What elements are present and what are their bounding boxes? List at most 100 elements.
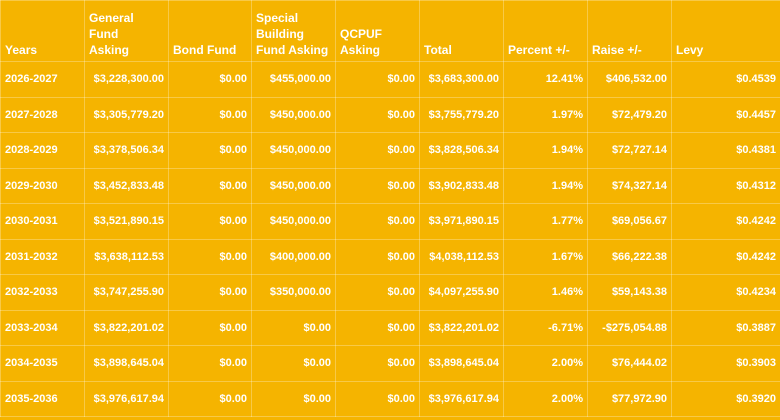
qcpuf-cell: $0.00 [335, 345, 420, 382]
year-cell: 2030-2031 [0, 203, 85, 240]
raise-cell: $72,479.20 [587, 96, 672, 133]
levy-cell: $0.3920 [671, 380, 780, 417]
raise-cell: $77,972.90 [587, 380, 672, 417]
table-row: 2029-2030 $3,452,833.48 $0.00 $450,000.00 $0… [0, 167, 780, 204]
qcpuf-cell: $0.00 [335, 274, 420, 311]
general-fund-cell: $3,898,645.04 [84, 345, 169, 382]
table-row: 2033-2034 $3,822,201.02 $0.00 $0.00 $0.00 $3,… [0, 309, 780, 346]
special-building-fund-cell: $450,000.00 [251, 167, 336, 204]
header-bond-fund: Bond Fund [168, 0, 252, 62]
table-row: 2032-2033 $3,747,255.90 $0.00 $350,000.00 $0… [0, 274, 780, 311]
special-building-fund-cell: $450,000.00 [251, 203, 336, 240]
header-special-building-fund-asking: Special Building Fund Asking [251, 0, 336, 62]
levy-cell: $0.4242 [671, 203, 780, 240]
levy-cell: $0.4234 [671, 274, 780, 311]
levy-cell: $0.4242 [671, 238, 780, 275]
raise-cell: $69,056.67 [587, 203, 672, 240]
bond-fund-cell: $0.00 [168, 167, 252, 204]
percent-cell: 2.00% [503, 380, 588, 417]
general-fund-cell: $3,747,255.90 [84, 274, 169, 311]
special-building-fund-cell: $455,000.00 [251, 61, 336, 98]
bond-fund-cell: $0.00 [168, 380, 252, 417]
year-cell: 2035-2036 [0, 380, 85, 417]
general-fund-cell: $3,228,300.00 [84, 61, 169, 98]
year-cell: 2026-2027 [0, 61, 85, 98]
bond-fund-cell: $0.00 [168, 274, 252, 311]
header-raise: Raise +/- [587, 0, 672, 62]
raise-cell: $59,143.38 [587, 274, 672, 311]
year-cell: 2031-2032 [0, 238, 85, 275]
total-cell: $3,822,201.02 [419, 309, 504, 346]
total-cell: $3,828,506.34 [419, 132, 504, 169]
bond-fund-cell: $0.00 [168, 61, 252, 98]
percent-cell: 1.67% [503, 238, 588, 275]
levy-cell: $0.3887 [671, 309, 780, 346]
qcpuf-cell: $0.00 [335, 61, 420, 98]
bond-fund-cell: $0.00 [168, 96, 252, 133]
header-percent: Percent +/- [503, 0, 588, 62]
general-fund-cell: $3,976,617.94 [84, 380, 169, 417]
bond-fund-cell: $0.00 [168, 309, 252, 346]
special-building-fund-cell: $400,000.00 [251, 238, 336, 275]
bond-fund-cell: $0.00 [168, 238, 252, 275]
percent-cell: 1.46% [503, 274, 588, 311]
total-cell: $3,902,833.48 [419, 167, 504, 204]
total-cell: $3,976,617.94 [419, 380, 504, 417]
special-building-fund-cell: $350,000.00 [251, 274, 336, 311]
qcpuf-cell: $0.00 [335, 203, 420, 240]
percent-cell: 2.00% [503, 345, 588, 382]
qcpuf-cell: $0.00 [335, 167, 420, 204]
special-building-fund-cell: $450,000.00 [251, 96, 336, 133]
qcpuf-cell: $0.00 [335, 380, 420, 417]
table-row: 2027-2028 $3,305,779.20 $0.00 $450,000.00 $0… [0, 96, 780, 133]
table-row: 2026-2027 $3,228,300.00 $0.00 $455,000.00 $0… [0, 61, 780, 98]
raise-cell: $72,727.14 [587, 132, 672, 169]
year-cell: 2029-2030 [0, 167, 85, 204]
percent-cell: 1.77% [503, 203, 588, 240]
total-cell: $3,898,645.04 [419, 345, 504, 382]
year-cell: 2033-2034 [0, 309, 85, 346]
qcpuf-cell: $0.00 [335, 96, 420, 133]
special-building-fund-cell: $0.00 [251, 309, 336, 346]
raise-cell: $66,222.38 [587, 238, 672, 275]
general-fund-cell: $3,638,112.53 [84, 238, 169, 275]
table-body: 2026-2027 $3,228,300.00 $0.00 $455,000.00 $0… [0, 61, 780, 417]
table-row: 2028-2029 $3,378,506.34 $0.00 $450,000.00 $0… [0, 132, 780, 169]
table-row: 2030-2031 $3,521,890.15 $0.00 $450,000.00 $0… [0, 203, 780, 240]
table-header: Years General Fund Asking Bond Fund Spec… [0, 0, 780, 62]
total-cell: $3,683,300.00 [419, 61, 504, 98]
general-fund-cell: $3,378,506.34 [84, 132, 169, 169]
header-row: Years General Fund Asking Bond Fund Spec… [0, 0, 780, 62]
special-building-fund-cell: $0.00 [251, 345, 336, 382]
year-cell: 2032-2033 [0, 274, 85, 311]
levy-cell: $0.4381 [671, 132, 780, 169]
table-row: 2031-2032 $3,638,112.53 $0.00 $400,000.00 $0… [0, 238, 780, 275]
qcpuf-cell: $0.00 [335, 309, 420, 346]
levy-cell: $0.3903 [671, 345, 780, 382]
levy-cell: $0.4457 [671, 96, 780, 133]
percent-cell: -6.71% [503, 309, 588, 346]
raise-cell: $76,444.02 [587, 345, 672, 382]
bond-fund-cell: $0.00 [168, 203, 252, 240]
levy-cell: $0.4539 [671, 61, 780, 98]
general-fund-cell: $3,305,779.20 [84, 96, 169, 133]
raise-cell: $406,532.00 [587, 61, 672, 98]
bond-fund-cell: $0.00 [168, 345, 252, 382]
header-general-fund-asking: General Fund Asking [84, 0, 169, 62]
special-building-fund-cell: $450,000.00 [251, 132, 336, 169]
percent-cell: 1.94% [503, 132, 588, 169]
header-levy: Levy [671, 0, 780, 62]
qcpuf-cell: $0.00 [335, 238, 420, 275]
general-fund-cell: $3,452,833.48 [84, 167, 169, 204]
header-total: Total [419, 0, 504, 62]
general-fund-cell: $3,521,890.15 [84, 203, 169, 240]
percent-cell: 1.94% [503, 167, 588, 204]
table-row: 2035-2036 $3,976,617.94 $0.00 $0.00 $0.00 $3,… [0, 380, 780, 417]
levy-cell: $0.4312 [671, 167, 780, 204]
total-cell: $4,038,112.53 [419, 238, 504, 275]
general-fund-cell: $3,822,201.02 [84, 309, 169, 346]
year-cell: 2028-2029 [0, 132, 85, 169]
special-building-fund-cell: $0.00 [251, 380, 336, 417]
bond-fund-cell: $0.00 [168, 132, 252, 169]
